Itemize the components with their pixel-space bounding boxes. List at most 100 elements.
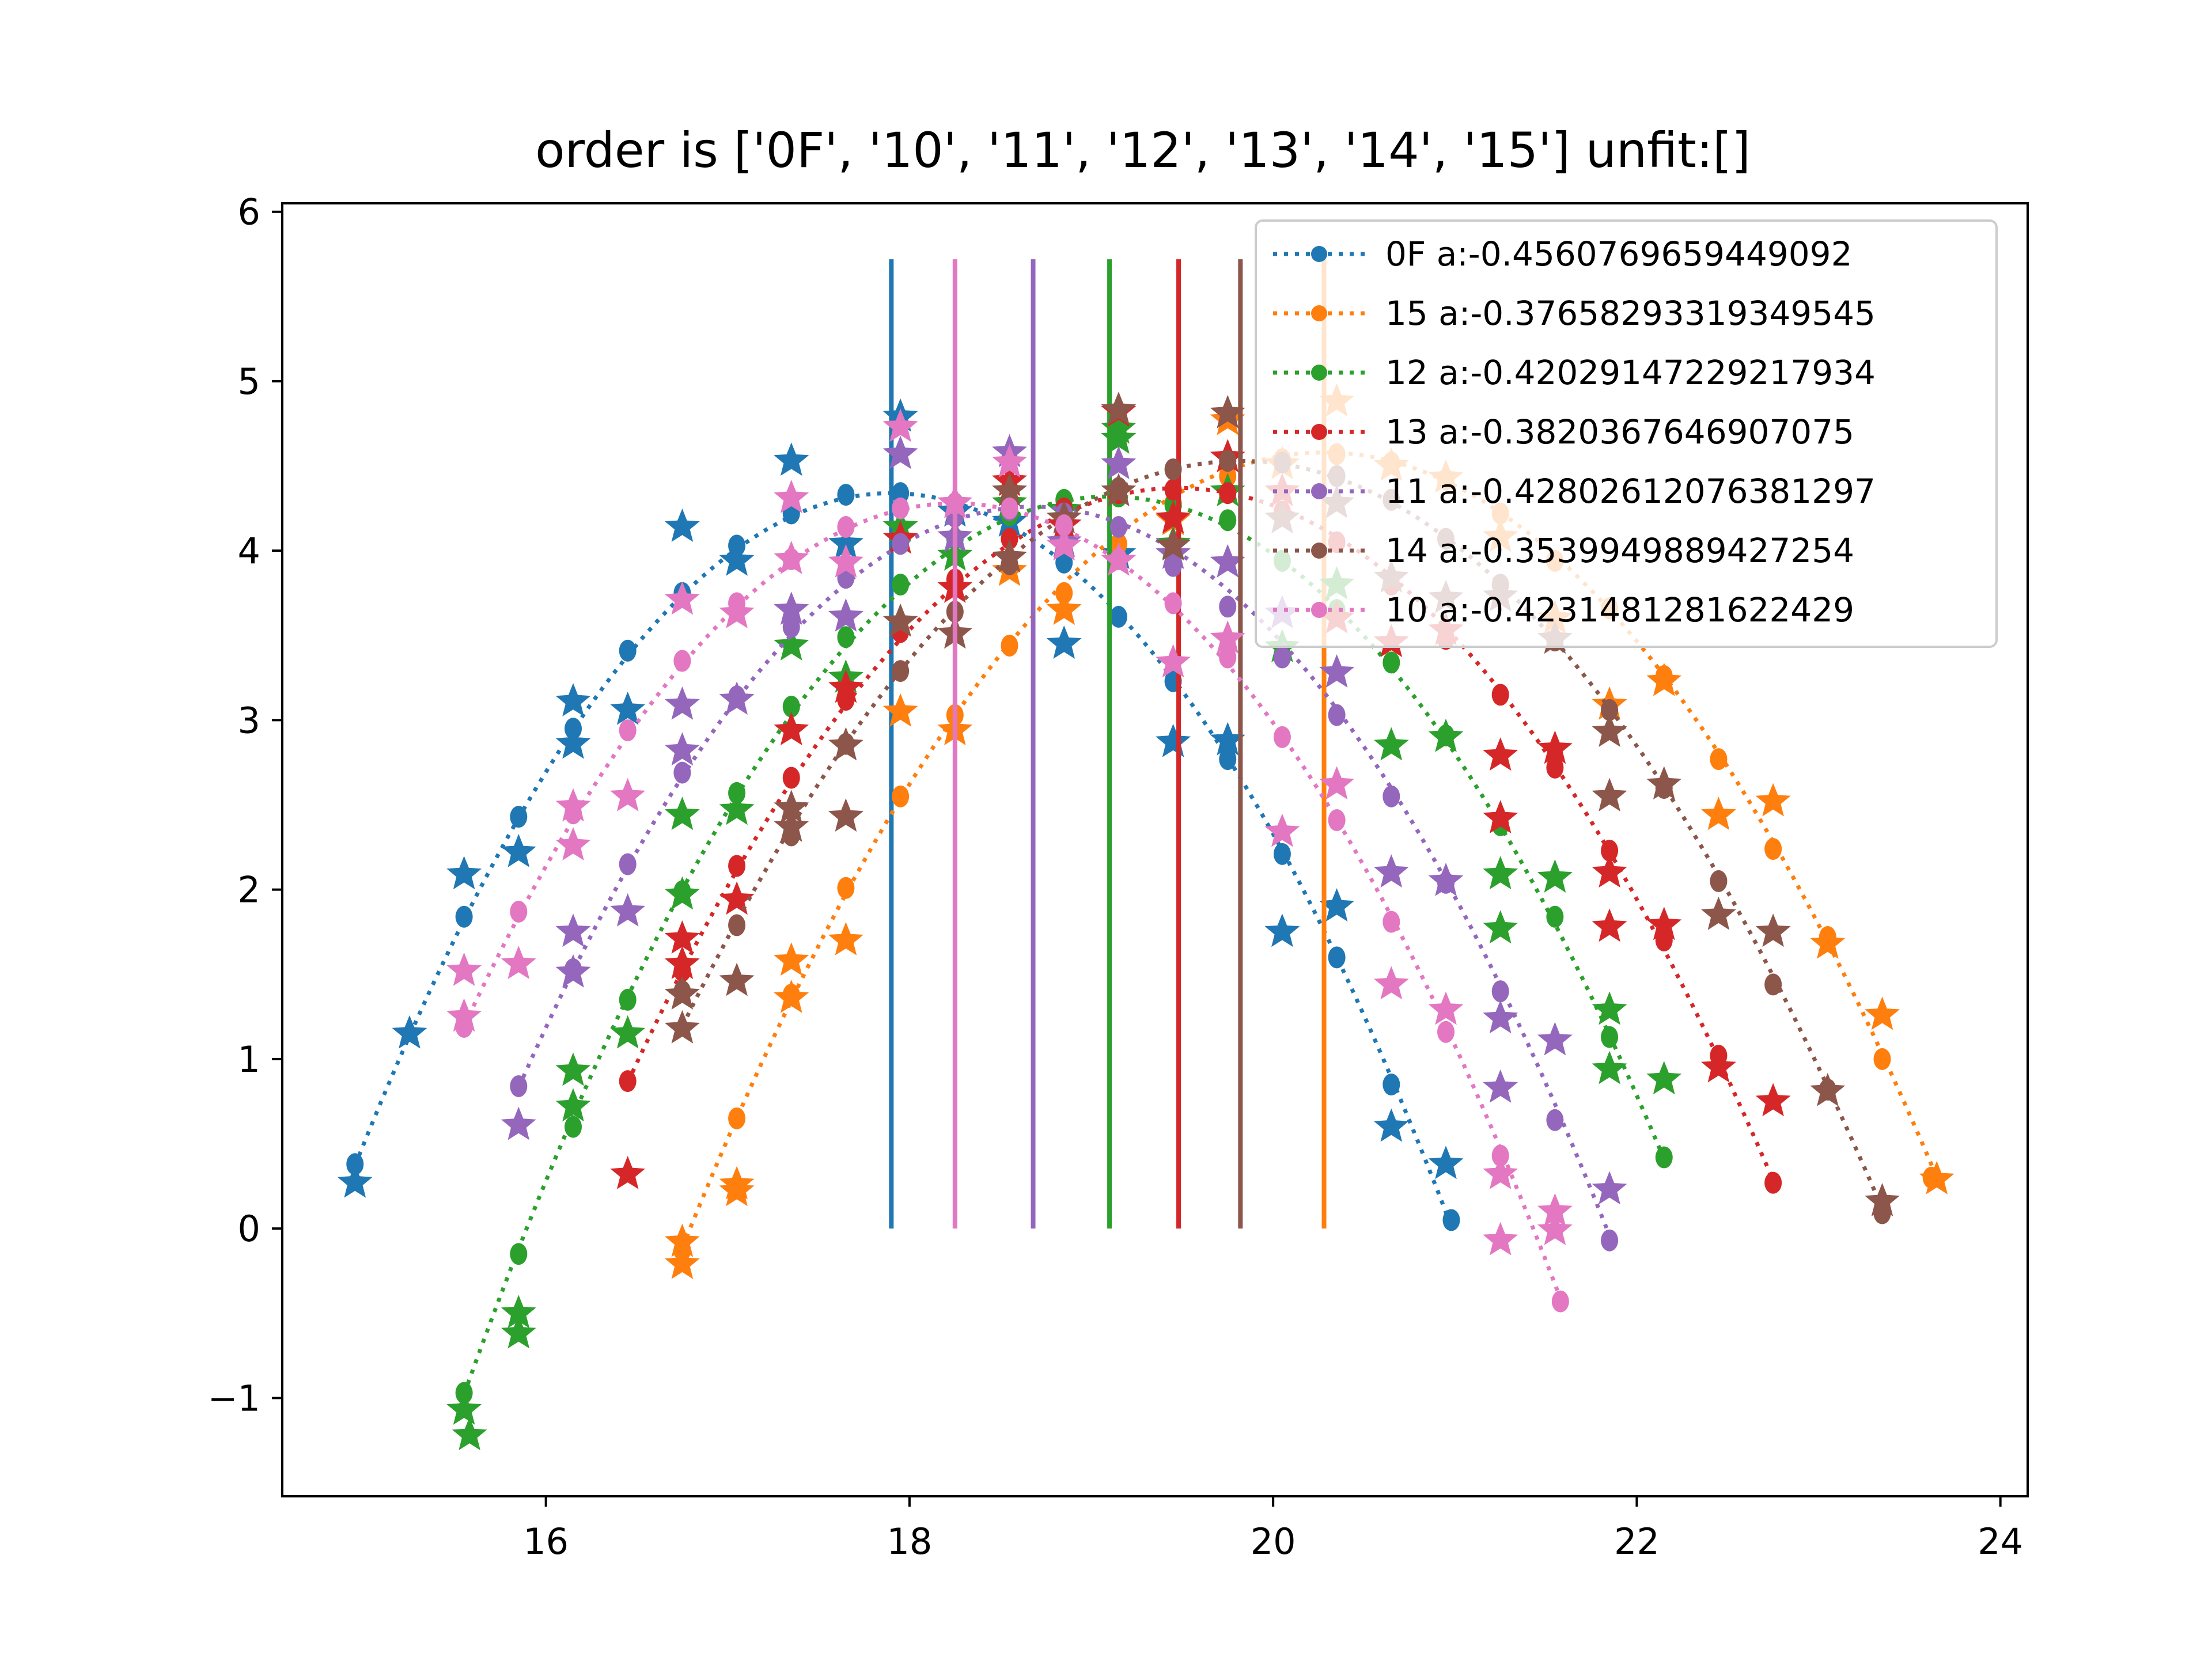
data-point-dot [1546,905,1564,928]
data-point-star [774,540,809,574]
data-point-star [664,581,700,615]
legend-label: 13 a:-0.3820367646907075 [1385,412,1854,452]
data-point-dot [892,660,910,682]
data-point-dot [892,785,910,807]
data-point-star [1101,473,1137,507]
legend-item: 0F a:-0.4560769659449092 [1273,234,1852,274]
data-point-star [1428,991,1464,1025]
data-point-star [664,732,700,766]
legend: 0F a:-0.4560769659449092 15 a:-0.37658293… [1255,219,1998,648]
data-point-star [774,790,809,824]
data-point-dot [565,1116,582,1138]
data-point-star [774,591,809,625]
data-point-star [1646,766,1682,800]
data-point-dot [1710,748,1728,771]
data-point-dot [782,767,800,789]
x-tick-label: 20 [1251,1520,1296,1563]
data-point-dot [1001,497,1018,519]
data-point-dot [782,695,800,718]
data-point-star [828,727,863,761]
y-tick-label: 5 [238,361,260,403]
data-point-dot [1219,450,1237,472]
data-point-dot [1764,838,1782,860]
data-point-star [1483,1222,1518,1256]
data-point-star [719,681,755,715]
data-point-dot [1873,1048,1891,1070]
legend-box [1255,219,1998,648]
data-point-star [610,1156,646,1189]
data-point-star [1810,925,1846,959]
data-point-star [1046,591,1082,625]
data-point-star [1264,813,1300,847]
data-point-dot [1764,1171,1782,1194]
legend-item: 11 a:-0.42802612076381297 [1273,472,1876,511]
data-point-star [1210,620,1245,654]
data-point-star [664,509,700,542]
data-point-dot [1109,515,1127,538]
data-point-star [774,480,809,513]
data-point-star [446,1391,482,1425]
legend-item: 13 a:-0.3820367646907075 [1273,412,1854,452]
data-point-dot [455,905,473,928]
data-point-star [882,603,918,637]
legend-item: 15 a:-0.37658293319349545 [1273,294,1876,333]
series-fit-line [680,450,1939,1249]
data-point-star [1101,392,1137,425]
data-point-star [774,942,809,976]
legend-label: 10 a:-0.4231481281622429 [1385,590,1854,629]
legend-item: 14 a:-0.3539949889427254 [1273,531,1854,570]
data-point-star [1646,662,1682,696]
data-point-star [1701,1049,1736,1083]
chart-title: order is ['0F', '10', '11', '12', '13', … [535,122,1751,179]
data-point-star [1755,1083,1791,1117]
data-point-star [610,893,646,927]
data-point-star [719,962,755,996]
data-point-star [774,808,809,842]
data-point-dot [1001,528,1018,550]
data-point-star [664,1245,700,1279]
data-point-dot [1219,646,1237,669]
legend-marker [1311,602,1327,618]
data-point-dot [1219,748,1237,771]
data-point-dot [1437,1021,1455,1043]
plot-frame [281,202,2029,1497]
data-point-star [828,798,863,832]
data-point-star [1483,1000,1518,1034]
data-point-star [555,913,591,947]
data-point-dot [1382,651,1400,674]
data-point-dot [892,533,910,555]
data-point-star [774,712,809,745]
data-point-star [882,693,918,727]
data-point-dot [1601,1229,1619,1252]
data-point-star [1373,727,1409,761]
data-point-star [1156,644,1191,678]
data-point-star [1101,446,1137,479]
data-point-star [1428,862,1464,896]
data-point-star [1483,1156,1518,1189]
data-point-dot [1601,1026,1619,1048]
data-point-star [828,544,863,578]
data-point-star [610,691,646,725]
data-point-star [664,976,700,1010]
x-tick-label: 22 [1614,1520,1660,1563]
y-tick-label: 4 [238,530,260,572]
data-point-star [719,881,755,915]
data-point-star [1646,1061,1682,1095]
data-point-dot [1764,973,1782,996]
series-fit-line [462,501,1563,1299]
data-point-star [1537,1022,1573,1056]
data-point-dot [1551,1290,1569,1313]
legend-marker [1311,305,1327,321]
data-point-dot [837,515,855,538]
data-point-star [1483,737,1518,771]
data-point-dot [673,761,691,784]
data-point-star [501,833,536,867]
data-point-star [1592,778,1627,811]
data-point-star [501,1295,536,1329]
data-point-star [882,435,918,469]
data-point-dot [1219,596,1237,618]
data-point-dot [619,853,637,875]
data-point-dot [1710,870,1728,892]
legend-label: 0F a:-0.4560769659449092 [1385,234,1852,274]
